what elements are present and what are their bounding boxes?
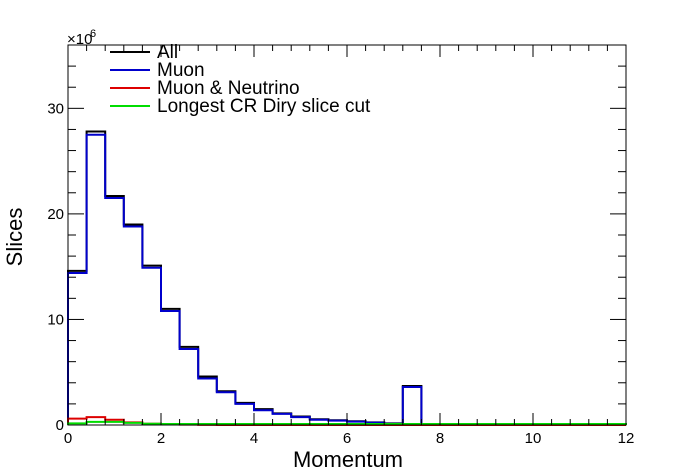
x-tick-label: 10 (525, 430, 542, 447)
x-tick-label: 0 (64, 430, 72, 447)
x-tick-label: 2 (157, 430, 165, 447)
x-axis-ticks (67, 45, 627, 425)
legend-label: All (157, 42, 178, 63)
legend-label: Muon & Neutrino (157, 78, 300, 99)
x-tick-label: 6 (343, 430, 351, 447)
y-axis-title: Slices (2, 208, 27, 267)
legend-label: Muon (157, 60, 205, 81)
x-axis-title: Momentum (293, 447, 403, 472)
x-tick-label: 12 (618, 430, 635, 447)
x-axis-tick-labels: 0 2 4 6 8 10 12 (64, 430, 635, 447)
x-tick-label: 4 (250, 430, 258, 447)
y-tick-label: 30 (47, 100, 64, 117)
y-tick-label: 0 (56, 417, 64, 434)
y-multiplier-exponent: 6 (90, 28, 96, 40)
y-multiplier-label: ×10 (67, 31, 92, 48)
y-tick-label: 10 (47, 311, 64, 328)
legend-label: Longest CR Diry slice cut (157, 96, 371, 117)
y-axis-tick-labels: 0 10 20 30 (47, 100, 64, 434)
x-tick-label: 8 (436, 430, 444, 447)
y-axis-ticks (68, 44, 626, 426)
y-tick-label: 20 (47, 206, 64, 223)
